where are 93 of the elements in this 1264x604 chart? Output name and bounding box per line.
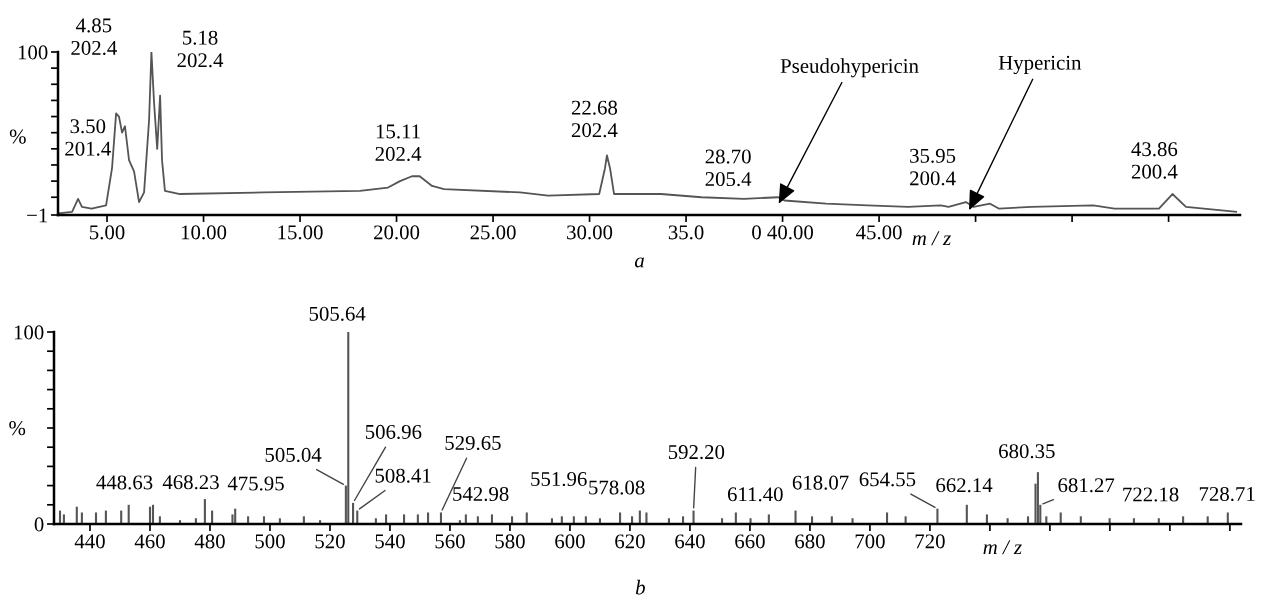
annotation: 680.35	[999, 444, 1055, 459]
bar	[767, 514, 770, 524]
x-tick-label: 500	[255, 534, 285, 549]
x-tick-label: 15.00	[278, 225, 323, 240]
y-axis-title: %	[9, 421, 26, 436]
annotation: 654.55	[859, 472, 916, 487]
x-tick-label: 600	[555, 534, 585, 549]
annotation: 551.96	[531, 472, 587, 487]
bar	[645, 512, 648, 524]
bar	[385, 514, 388, 524]
bar	[1059, 512, 1062, 524]
x-tick-label: 720	[915, 534, 945, 549]
x-tick-label: 460	[134, 534, 165, 549]
annotation: 722.18	[1123, 487, 1179, 502]
annotation: 542.98	[453, 486, 509, 502]
bar	[127, 504, 130, 524]
x-tick-label: 30.00	[567, 225, 613, 240]
x-tick-label: 10.00	[181, 225, 227, 240]
bar	[439, 512, 443, 524]
annotation: Hypericin	[998, 55, 1082, 75]
x-tick-label: 660	[735, 534, 765, 549]
bar	[62, 514, 65, 524]
bar	[794, 510, 797, 524]
annotation: 508.41	[375, 468, 431, 483]
annotation: 529.65	[445, 435, 501, 451]
x-tick-label: 480	[194, 534, 225, 549]
annotation: 15.11 202.4	[375, 124, 422, 162]
annotation: 611.40	[727, 487, 783, 502]
bar	[734, 512, 737, 524]
annotation: 448.63	[96, 475, 153, 490]
x-tick-label: 5.00	[90, 225, 125, 240]
bar	[416, 514, 419, 524]
bar	[749, 518, 752, 524]
annotation: 618.07	[792, 475, 849, 490]
x-tick-label: 20.00	[374, 225, 420, 240]
x-tick-label: 0 40.00	[752, 225, 814, 240]
annotation: 43.86 200.4	[1131, 142, 1178, 179]
annotation: 475.95	[227, 476, 284, 491]
bar	[965, 504, 968, 524]
x-tick-label: 700	[855, 534, 885, 549]
annotation: 4.85 202.4	[71, 18, 117, 56]
bar	[427, 512, 430, 524]
x-tick-label: 620	[615, 534, 645, 549]
bar	[692, 510, 695, 524]
text: b	[635, 579, 645, 595]
x-tick-label: 680	[795, 534, 825, 549]
x-axis-title: m / z	[912, 231, 951, 246]
x-axis-title: m / z	[983, 540, 1022, 555]
bar	[1226, 512, 1229, 524]
bar	[851, 518, 854, 524]
bar	[525, 512, 528, 524]
x-tick-label: 560	[435, 534, 465, 549]
annotation: 681.27	[1058, 478, 1115, 493]
annotation: 28.70 205.4	[705, 149, 752, 187]
bar	[94, 512, 98, 524]
x-tick-label: 35.0	[668, 225, 704, 240]
annotation: 505.04	[265, 447, 322, 463]
x-tick-label: 540	[375, 534, 405, 549]
bar	[885, 512, 889, 524]
bar	[80, 512, 83, 524]
annotation: 578.08	[589, 480, 645, 495]
annotation: 468.23	[162, 475, 219, 490]
bar	[464, 514, 467, 524]
bar	[203, 499, 206, 524]
annotation: 22.68 202.4	[571, 100, 618, 138]
bar	[403, 514, 406, 524]
y-axis-title: %	[9, 129, 26, 144]
text: a	[634, 257, 644, 268]
y-tick-label: 100	[18, 45, 48, 60]
annotation: 5.18 202.4	[177, 30, 224, 68]
y-tick-label: −1	[27, 208, 48, 223]
annotation: 3.50 201.4	[65, 119, 111, 156]
annotation: Pseudohypericin	[780, 58, 919, 78]
y-tick-label: 0	[34, 517, 44, 532]
x-tick-label: 45.00	[856, 225, 902, 240]
x-tick-label: 25.00	[470, 225, 516, 240]
bar	[619, 512, 622, 524]
annotation: 506.96	[365, 424, 422, 440]
bar	[1036, 472, 1039, 524]
annotation: 592.20	[668, 445, 725, 460]
x-tick-label: 440	[74, 534, 105, 549]
annotation: 728.71	[1199, 486, 1255, 502]
annotation: 505.64	[309, 306, 366, 321]
y-tick-label: 100	[14, 325, 44, 340]
x-tick-label: 640	[675, 534, 705, 549]
annotation: 662.14	[936, 478, 993, 493]
bar	[985, 514, 988, 524]
x-tick-label: 520	[315, 534, 345, 549]
x-tick-label: 580	[495, 534, 525, 549]
bar	[352, 502, 355, 524]
annotation: 35.95 200.4	[910, 148, 956, 186]
bar	[490, 514, 494, 524]
bar	[347, 332, 350, 524]
